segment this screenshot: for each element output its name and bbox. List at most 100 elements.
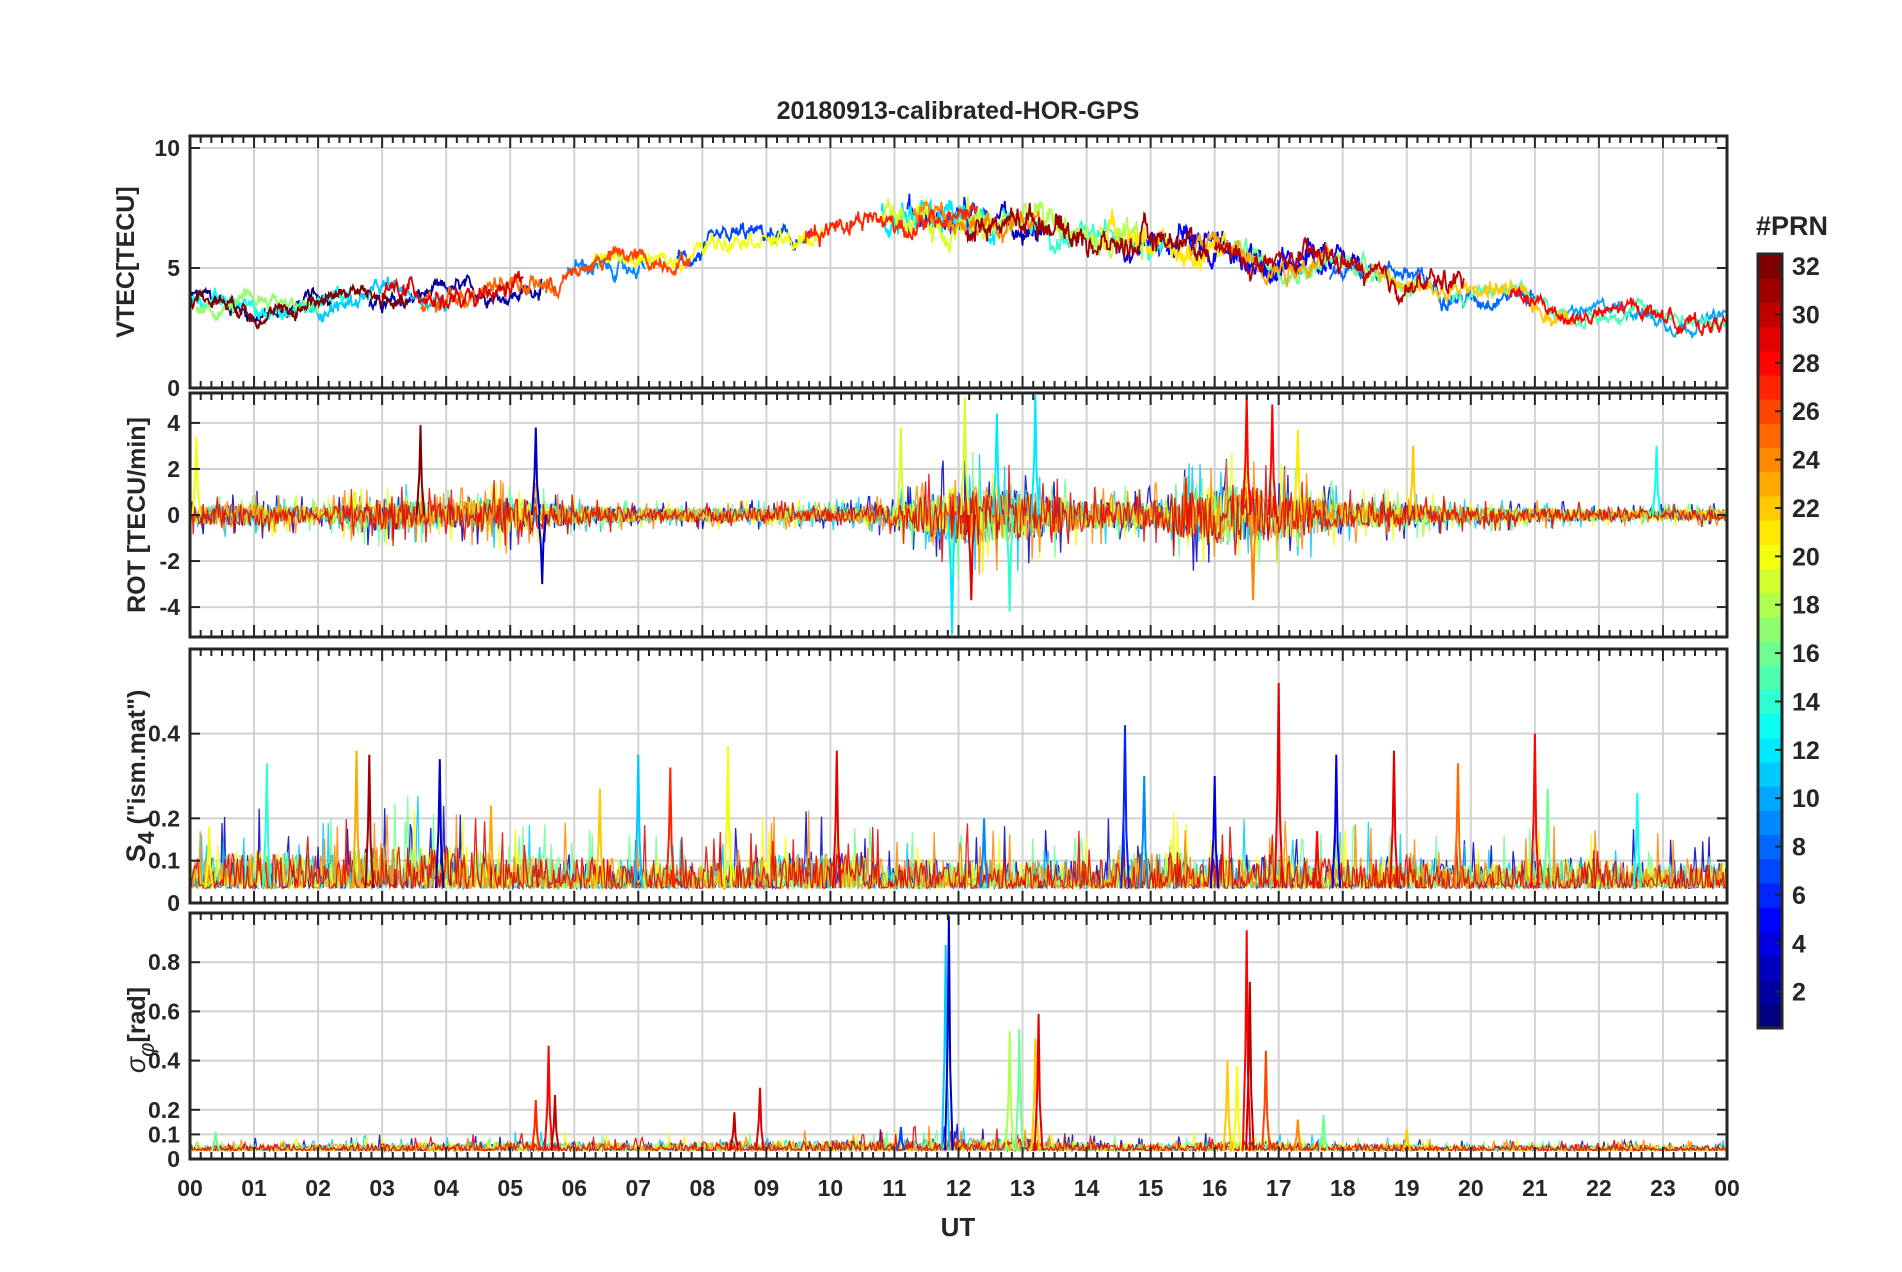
s4-spike-prn-27 — [665, 767, 676, 889]
rot-spike-prn-12 — [992, 413, 1002, 516]
panel-s4-ylabel: S4 ("ism.mat") — [121, 690, 159, 863]
colorbar-tick-label: 4 — [1792, 930, 1806, 958]
x-axis-tick-labels: 00 01 02 03 04 05 06 07 08 09 10 11 12 13 14 15 16 17 18 19… — [177, 1175, 1740, 1201]
sigma_phi-spike-prn-27 — [531, 1099, 541, 1151]
sigma_phi-spike-prn-26 — [1261, 1050, 1271, 1151]
sigma_phi-spike-prn-30 — [729, 1112, 740, 1151]
colorbar-cells — [1758, 254, 1782, 1029]
rot-spike-prn-13 — [1651, 445, 1662, 516]
x-tick-label: 02 — [305, 1175, 331, 1201]
vtec-series-prn-22 — [1361, 264, 1574, 327]
y-tick-label: 4 — [167, 410, 180, 436]
panel-sigma_phi-ylabel-main: σ — [121, 1055, 151, 1073]
s4-spike-prn-23 — [486, 805, 496, 889]
panel-vtec-yticks: 0 5 10 — [154, 135, 1727, 401]
panel-rot-yticks: -4 -2 0 2 4 — [160, 410, 1727, 620]
x-tick-label: 11 — [882, 1175, 907, 1201]
panel-vtec-series — [190, 193, 1727, 339]
panel-s4-ylabel-main: S — [121, 844, 151, 862]
y-tick-label: 0.1 — [148, 848, 180, 874]
colorbar-tick-label: 22 — [1792, 495, 1820, 523]
x-tick-label: 14 — [1074, 1175, 1100, 1201]
x-tick-label: 09 — [754, 1175, 780, 1201]
rot-spike-prn-19 — [896, 427, 906, 516]
colorbar-cell — [1758, 374, 1782, 400]
panel-s4-frame — [188, 647, 1729, 905]
sigma_phi-spike-prn-28 — [1241, 930, 1252, 1151]
y-tick-label: 0.2 — [148, 805, 180, 831]
s4-spike-prn-29 — [1273, 682, 1284, 889]
colorbar-tick-label: 26 — [1792, 398, 1820, 426]
panel-sigma_phi-ylabel-tail: [rad] — [123, 987, 151, 1043]
sigma_phi-spike-prn-29 — [755, 1087, 765, 1151]
rot-spike-prn-20 — [191, 436, 202, 516]
s4-spike-prn-23 — [351, 750, 362, 889]
panel-rot-series — [190, 395, 1727, 635]
y-tick-label: 10 — [154, 135, 180, 161]
x-tick-label: 17 — [1266, 1175, 1292, 1201]
rot-spike-prn-3 — [531, 427, 541, 516]
colorbar-tick-label: 6 — [1792, 882, 1806, 910]
colorbar-cell — [1758, 278, 1782, 303]
colorbar-tick-label: 28 — [1792, 350, 1820, 378]
sigma_phi-spike-prn-28 — [543, 1045, 554, 1151]
colorbar-cell — [1758, 520, 1782, 545]
colorbar-tick-label: 24 — [1792, 447, 1820, 475]
x-tick-label: 04 — [433, 1175, 459, 1201]
x-tick-label: 00 — [1714, 1175, 1740, 1201]
colorbar-cell — [1758, 665, 1782, 690]
rot-spike-prn-24 — [1248, 514, 1258, 601]
colorbar-cell — [1758, 568, 1782, 594]
x-tick-label: 20 — [1458, 1175, 1484, 1201]
s4-spike-prn-11 — [633, 754, 644, 889]
sigma_phi-spike-prn-16 — [1318, 1114, 1329, 1151]
colorbar-cell — [1758, 423, 1782, 449]
colorbar-cell — [1758, 955, 1782, 981]
x-tick-label: 21 — [1522, 1175, 1548, 1201]
rot-spike-prn-28 — [1267, 404, 1278, 516]
rot-spike-prn-12 — [947, 514, 957, 635]
vtec-series-prn-32 — [190, 282, 409, 331]
y-tick-label: 0.4 — [148, 721, 180, 747]
rot-spike-prn-22 — [1408, 445, 1418, 516]
panel-rot-ylabel: ROT [TECU/min] — [123, 417, 151, 613]
panel-rot: -4 -2 0 2 4 ROT [TECU/min] — [123, 391, 1729, 639]
sigma_phi-spike-prn-16 — [1014, 1028, 1025, 1151]
panel-s4-ylabel-sub: 4 — [133, 831, 159, 844]
colorbar-tick-label: 20 — [1792, 543, 1820, 571]
colorbar-tick-label: 8 — [1792, 834, 1806, 862]
sigma_phi-spike-prn-20 — [1232, 1065, 1242, 1151]
s4-spike-prn-4 — [1331, 754, 1342, 889]
s4-spike-prn-31 — [364, 754, 375, 889]
x-tick-label: 15 — [1138, 1175, 1164, 1201]
x-tick-label: 08 — [690, 1175, 716, 1201]
y-tick-label: 0.4 — [148, 1048, 180, 1074]
y-tick-label: -4 — [160, 594, 181, 620]
vtec-series-prn-13 — [190, 284, 351, 321]
colorbar-cell — [1758, 616, 1782, 642]
y-tick-label: 2 — [167, 456, 180, 482]
panel-s4-yticks: 0 0.1 0.2 0.4 — [148, 721, 1727, 916]
rot-spike-prn-12 — [1030, 395, 1041, 516]
x-tick-label: 00 — [177, 1175, 203, 1201]
panel-sigma_phi-grid — [190, 913, 1727, 1160]
vtec-series-prn-28 — [1509, 285, 1727, 336]
vtec-series-prn-26 — [544, 245, 691, 300]
panel-s4-series — [190, 682, 1727, 891]
sigma_phi-spike-prn-22 — [1222, 1060, 1233, 1151]
panel-sigma_phi-frame — [188, 911, 1729, 1161]
s4-spike-prn-25 — [1453, 763, 1463, 889]
panel-vtec-ylabel: VTEC[TECU] — [112, 186, 140, 337]
sigma_phi-spike-prn-30 — [550, 1094, 560, 1151]
y-tick-label: 5 — [167, 255, 180, 281]
colorbar-cell — [1758, 1003, 1782, 1029]
x-tick-label: 18 — [1330, 1175, 1356, 1201]
colorbar-cell — [1758, 326, 1782, 352]
x-tick-label: 16 — [1202, 1175, 1228, 1201]
vtec-series-prn-29 — [381, 270, 524, 310]
vtec-series-prn-31 — [964, 202, 1210, 263]
sigma_phi-spike-prn-7 — [896, 1126, 906, 1151]
vtec-series-prn-30 — [1213, 236, 1465, 307]
